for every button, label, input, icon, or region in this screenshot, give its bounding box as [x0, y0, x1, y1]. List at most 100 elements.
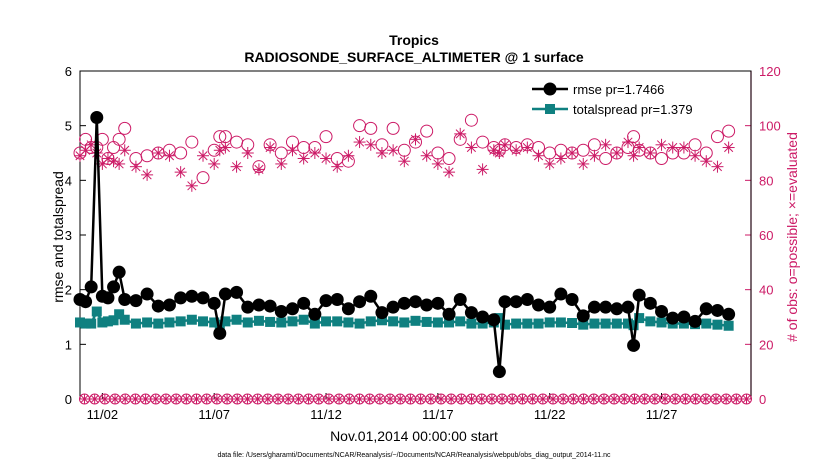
rmse-point [464, 306, 478, 320]
totalspread-point [164, 317, 175, 328]
evaluated-obs-marker [689, 149, 702, 162]
evaluated-zero-marker [323, 394, 334, 404]
totalspread-point [343, 317, 354, 328]
totalspread-point [365, 316, 376, 327]
rmse-point [252, 298, 266, 312]
evaluated-obs-marker [633, 141, 646, 154]
evaluated-zero-marker [466, 394, 477, 404]
obs-count-series [73, 113, 753, 405]
totalspread-point [578, 319, 589, 330]
rmse-point [297, 296, 311, 310]
totalspread-point [276, 317, 287, 328]
rmse-point [554, 287, 568, 301]
evaluated-obs-marker [113, 157, 126, 170]
rmse-point [196, 291, 210, 305]
footnote: data file: /Users/gharamti/Documents/NCA… [217, 452, 611, 459]
possible-obs-marker [627, 130, 641, 144]
evaluated-obs-marker [443, 166, 456, 179]
totalspread-point [298, 314, 309, 325]
rmse-point [532, 298, 546, 312]
totalspread-point [388, 316, 399, 327]
evaluated-zero-marker [130, 394, 141, 404]
evaluated-obs-marker [498, 138, 511, 151]
evaluated-zero-marker [140, 394, 151, 404]
evaluated-obs-marker [174, 166, 187, 179]
evaluated-obs-marker [152, 147, 165, 159]
rmse-point [185, 289, 199, 303]
evaluated-obs-marker [655, 138, 668, 151]
evaluated-obs-marker [610, 147, 623, 159]
y-tick-label-right: 80 [759, 173, 773, 188]
evaluated-zero-marker [649, 394, 660, 404]
rmse-point [90, 110, 104, 124]
evaluated-obs-marker [431, 157, 444, 170]
totalspread-point [75, 317, 85, 328]
evaluated-zero-marker [588, 394, 599, 404]
evaluated-zero-marker [537, 394, 548, 404]
chart-subtitle: RADIOSONDE_SURFACE_ALTIMETER @ 1 surface [244, 49, 584, 65]
totalspread-point [511, 318, 522, 329]
evaluated-zero-marker [171, 394, 182, 404]
totalspread-point [444, 317, 455, 328]
rmse-point [218, 287, 232, 301]
evaluated-zero-marker [89, 394, 100, 404]
evaluated-obs-marker [286, 144, 299, 157]
evaluated-obs-marker [208, 157, 221, 170]
y-axis-label-left: rmse and totalspread [50, 171, 66, 303]
evaluated-obs-marker [230, 160, 243, 173]
evaluated-zero-marker [415, 394, 426, 404]
y-tick-label-right: 60 [759, 228, 773, 243]
y-tick-label-left: 5 [65, 119, 72, 134]
legend: rmse pr=1.7466 totalspread pr=1.379 [525, 76, 698, 120]
evaluated-zero-marker [222, 394, 233, 404]
totalspread-point [701, 318, 712, 329]
evaluated-zero-marker [374, 394, 385, 404]
totalspread-point [108, 315, 119, 326]
rmse-point [162, 298, 176, 312]
evaluated-obs-marker [275, 157, 288, 170]
possible-obs-marker [196, 171, 210, 185]
chart-title: Tropics [389, 32, 439, 48]
evaluated-obs-marker [264, 141, 277, 154]
evaluated-zero-marker [425, 394, 436, 404]
totalspread-point [376, 315, 387, 326]
evaluated-zero-marker [181, 394, 192, 404]
possible-obs-marker [397, 143, 411, 157]
rmse-point [610, 302, 624, 316]
totalspread-point [220, 316, 231, 327]
totalspread-point [175, 316, 186, 327]
evaluated-zero-marker [680, 394, 691, 404]
rmse-point [599, 300, 613, 314]
totalspread-point [130, 318, 141, 329]
rmse-point [213, 326, 227, 340]
evaluated-obs-marker [588, 149, 601, 162]
evaluated-obs-marker [510, 144, 523, 157]
evaluated-obs-marker [711, 160, 724, 173]
rmse-point [397, 296, 411, 310]
rmse-point [84, 280, 98, 294]
evaluated-zero-marker [721, 394, 732, 404]
evaluated-obs-marker [420, 149, 433, 162]
evaluated-zero-marker [293, 394, 304, 404]
totalspread-point [600, 318, 611, 329]
possible-obs-marker [722, 124, 736, 138]
rmse-point [492, 365, 506, 379]
totalspread-point [242, 317, 253, 328]
totalspread-point [321, 316, 332, 327]
possible-obs-marker [112, 132, 126, 146]
evaluated-zero-marker [405, 394, 416, 404]
evaluated-zero-marker [476, 394, 487, 404]
evaluated-obs-marker [387, 144, 400, 157]
rmse-point [576, 309, 590, 323]
possible-obs-marker [386, 121, 400, 135]
rmse-point [677, 310, 691, 324]
totalspread-point [309, 318, 320, 329]
rmse-point [666, 311, 680, 325]
rmse-point [330, 293, 344, 307]
possible-obs-marker [576, 143, 590, 157]
rmse-point [140, 287, 154, 301]
totalspread-point [114, 309, 125, 320]
evaluated-obs-marker [577, 157, 590, 170]
evaluated-obs-marker [213, 144, 226, 157]
evaluated-obs-marker [554, 152, 567, 165]
